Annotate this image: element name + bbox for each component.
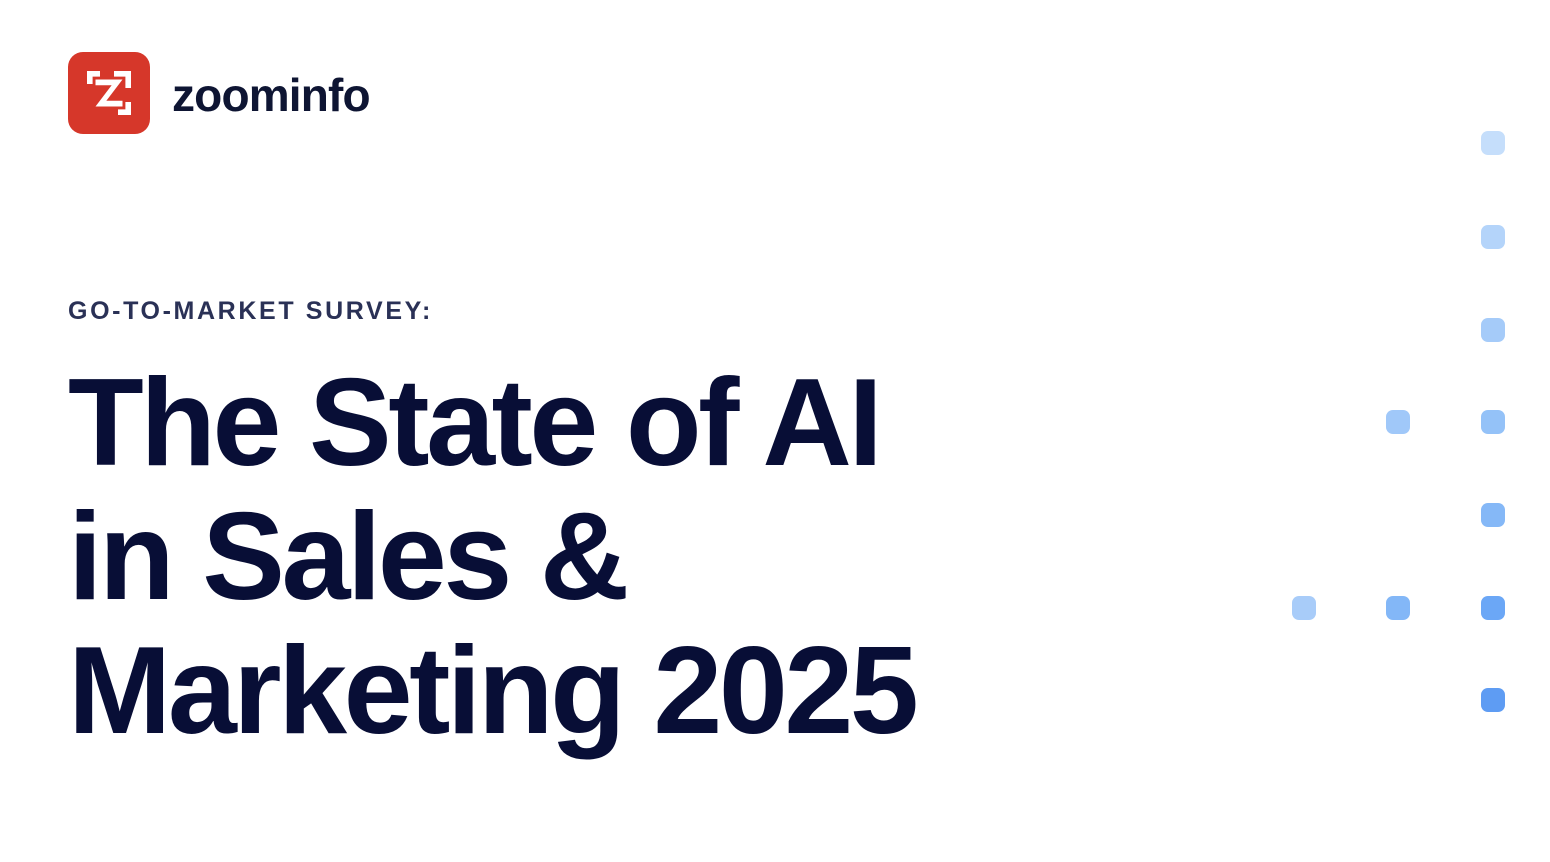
page-title: The State of AI in Sales & Marketing 202…	[68, 356, 1188, 758]
dot-grid-square	[1292, 596, 1316, 620]
title-line-2: in Sales &	[68, 488, 629, 626]
eyebrow-label: GO-TO-MARKET SURVEY:	[68, 297, 434, 325]
dot-grid-square	[1481, 318, 1505, 342]
dot-grid-square	[1386, 410, 1410, 434]
dot-grid-square	[1481, 596, 1505, 620]
dot-grid-square	[1481, 225, 1505, 249]
decorative-dot-grid	[1281, 120, 1521, 730]
zoominfo-z-expand-icon	[83, 67, 135, 119]
title-line-1: The State of AI	[68, 354, 883, 492]
dot-grid-square	[1386, 596, 1410, 620]
dot-grid-square	[1481, 131, 1505, 155]
dot-grid-square	[1481, 410, 1505, 434]
zoominfo-logo-mark	[68, 52, 150, 134]
brand-lockup[interactable]: zoominfo	[68, 52, 371, 134]
title-line-3: Marketing 2025	[68, 622, 919, 760]
zoominfo-wordmark: zoominfo	[172, 69, 371, 121]
dot-grid-square	[1481, 503, 1505, 527]
hero-text-block: GO-TO-MARKET SURVEY: The State of AI in …	[68, 297, 1188, 758]
dot-grid-square	[1481, 688, 1505, 712]
